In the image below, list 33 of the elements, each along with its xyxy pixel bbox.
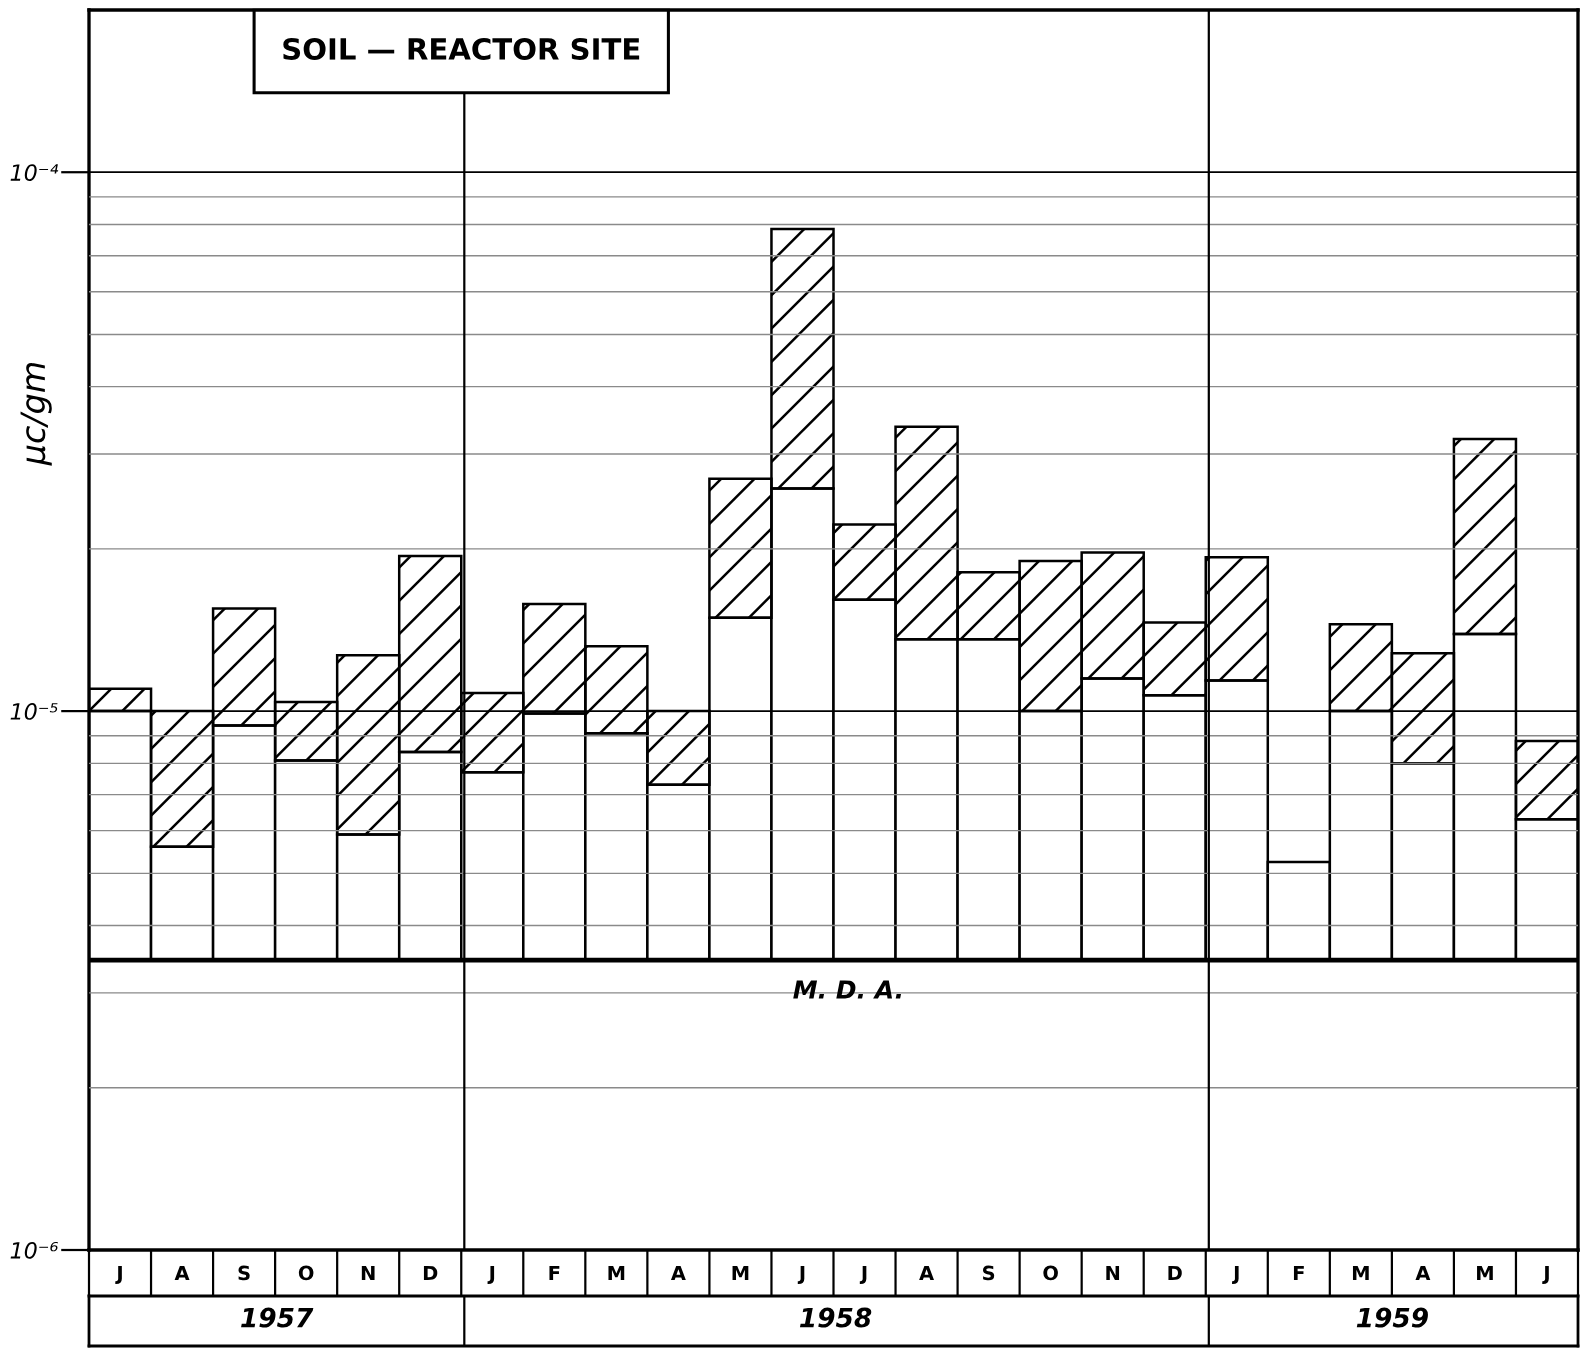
x-tick-label: M (732, 1265, 749, 1281)
x2-tick-label: 1958 (799, 1307, 872, 1328)
y-tick-label: 10⁻⁴ (10, 164, 59, 181)
x-tick-label: S (238, 1265, 250, 1281)
x-tick-label: M (1477, 1265, 1493, 1281)
x-tick-label: O (298, 1265, 314, 1281)
text: SOIL — REACTOR SITE (283, 37, 640, 60)
x-tick-label: J (1232, 1265, 1239, 1284)
x-tick-label: A (919, 1265, 934, 1281)
y-tick-label: 10⁻⁵ (10, 703, 58, 720)
x-tick-label: D (423, 1265, 438, 1281)
x-tick-label: M (1352, 1265, 1369, 1281)
x-tick-label: J (115, 1265, 122, 1284)
x-tick-label: J (1542, 1265, 1549, 1284)
x2-tick-label: 1957 (241, 1307, 314, 1328)
x-tick-label: D (1168, 1265, 1182, 1281)
x-tick-label: J (859, 1265, 867, 1284)
x-tick-label: A (670, 1265, 686, 1281)
x-tick-label: J (797, 1265, 805, 1284)
x-tick-label: N (361, 1265, 375, 1281)
y-tick-label: 10⁻⁶ (10, 1241, 58, 1259)
x-tick-label: S (983, 1265, 995, 1281)
x-tick-label: A (174, 1265, 190, 1281)
y-axis-title: μc/gm (20, 363, 52, 466)
x-tick-label: A (1415, 1265, 1431, 1281)
x-tick-label: O (1043, 1265, 1058, 1281)
x-tick-label: F (1293, 1265, 1304, 1281)
x-tick-label: F (549, 1265, 560, 1281)
x-tick-label: N (1106, 1265, 1120, 1281)
x-tick-label: M (608, 1265, 625, 1281)
x2-tick-label: 1959 (1356, 1307, 1428, 1328)
x-tick-label: J (487, 1265, 495, 1284)
ref-line-label: M. D. A. (793, 980, 902, 999)
